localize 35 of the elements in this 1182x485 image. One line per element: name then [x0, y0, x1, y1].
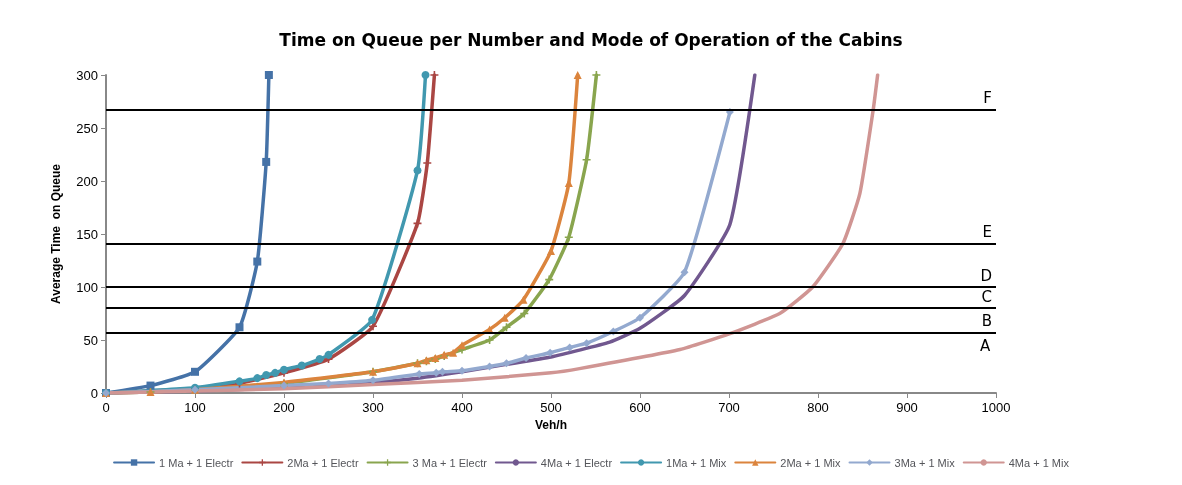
x-tick-label: 600	[629, 400, 651, 415]
x-tick-label: 0	[102, 400, 110, 415]
x-tick-label: 300	[362, 400, 384, 415]
annotation: A	[980, 337, 991, 356]
ref-line-label: C	[981, 287, 992, 306]
x-tick-label: 700	[718, 400, 740, 415]
y-tick-label: 200	[76, 173, 98, 189]
ref-line-label: B	[981, 312, 992, 331]
x-axis-title: Veh/h	[534, 417, 568, 432]
y-tick-label: 0	[90, 385, 98, 401]
y-tick-label: 250	[76, 120, 98, 136]
x-tick-label: 100	[184, 400, 206, 415]
legend-label: 4Ma + 1 Mix	[1008, 456, 1070, 469]
x-tick-label: 200	[273, 400, 295, 415]
ref-line-label: E	[982, 223, 992, 242]
x-tick-label: 900	[896, 400, 918, 415]
y-tick-label: 300	[76, 67, 98, 83]
x-tick-label: 400	[451, 400, 473, 415]
x-tick-label: 800	[807, 400, 829, 415]
y-tick-label: 150	[76, 226, 98, 242]
y-tick-label: 100	[76, 279, 98, 295]
legend-label: 2Ma + 1 Mix	[780, 456, 842, 469]
ref-line-label: D	[980, 266, 992, 285]
chart-title: Time on Queue per Number and Mode of Operation of the Cabins	[279, 29, 903, 50]
x-tick-label: 500	[540, 400, 562, 415]
y-tick-label: 50	[83, 332, 98, 348]
x-tick-label: 1000	[981, 400, 1011, 415]
legend-label: 2Ma + 1 Electr	[287, 456, 359, 469]
ref-line-label: F	[983, 89, 992, 108]
legend-label: 1Ma + 1 Mix	[666, 456, 727, 469]
legend-label: 3Ma + 1 Mix	[894, 456, 956, 469]
y-axis-title: Average Time on Queue	[49, 163, 63, 305]
legend-label: 3 Ma + 1 Electr	[412, 456, 488, 469]
legend-label: 4Ma + 1 Electr	[540, 456, 613, 469]
legend-label: 1 Ma + 1 Electr	[159, 456, 234, 469]
